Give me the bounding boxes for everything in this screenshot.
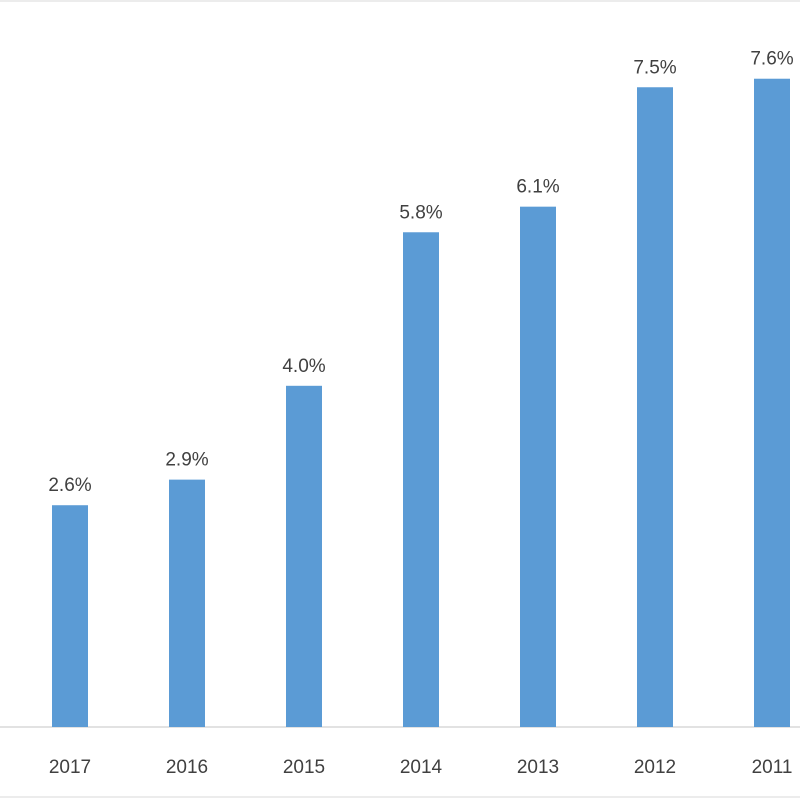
x-tick-label-2017: 2017 [49,757,91,778]
data-label-2012: 7.5% [633,57,676,78]
data-label-2011: 7.6% [750,49,793,70]
x-tick-label-2012: 2012 [634,757,676,778]
data-labels-group: 2.6% 2.9% 4.0% 5.8% 6.1% 7.5% 7.6% [48,49,793,497]
data-label-2016: 2.9% [165,450,208,471]
bar-2012 [637,87,673,727]
bar-2015 [286,385,322,727]
x-tick-label-2015: 2015 [283,757,325,778]
data-label-2017: 2.6% [48,475,91,496]
data-label-2014: 5.8% [399,202,442,223]
x-tick-label-2014: 2014 [400,757,443,778]
x-tick-label-2011: 2011 [752,757,793,778]
x-tick-label-2016: 2016 [166,757,208,778]
x-tick-labels-group: 2017 2016 2015 2014 2013 2012 2011 [49,757,793,778]
x-tick-label-2013: 2013 [517,757,559,778]
bar-2014 [403,232,439,727]
bar-2011 [754,78,790,728]
bar-2016 [169,479,205,727]
data-label-2015: 4.0% [282,356,325,377]
bar-2013 [520,206,556,728]
data-label-2013: 6.1% [516,177,559,198]
bars-group [52,78,790,728]
bar-2017 [52,505,88,727]
